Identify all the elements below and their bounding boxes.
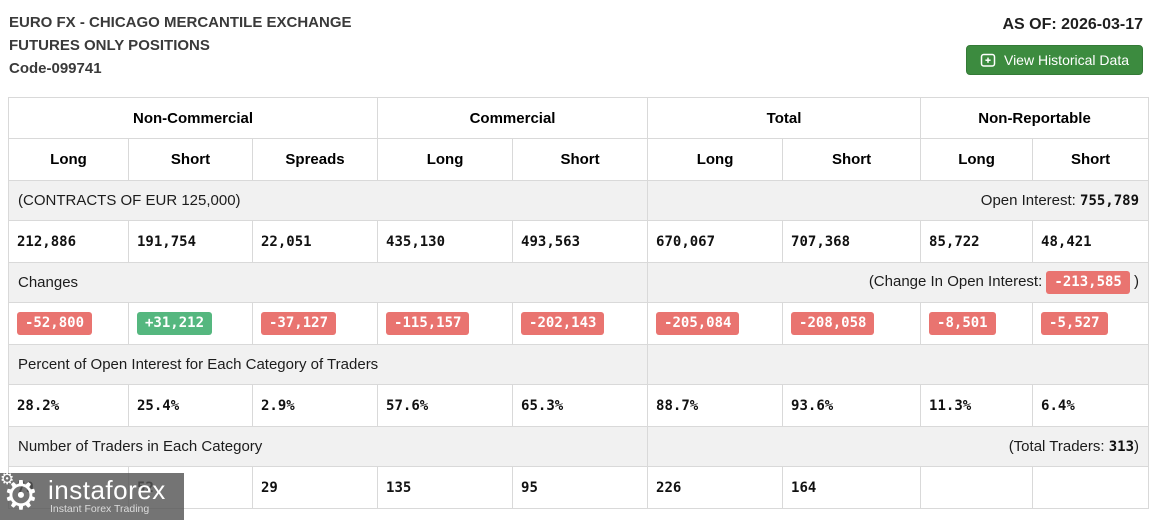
cot-table: Non-Commercial Commercial Total Non-Repo… xyxy=(7,97,1150,509)
group-header-non-reportable: Non-Reportable xyxy=(920,97,1150,139)
column-header: Short xyxy=(1032,138,1150,181)
as-of-date: AS OF: 2026-03-17 xyxy=(1002,16,1143,33)
traders-cell: 164 xyxy=(782,466,922,509)
open-interest-cell: Open Interest: 755,789 xyxy=(647,180,1150,221)
group-header-commercial: Commercial xyxy=(377,97,649,139)
changes-label-cell: Changes xyxy=(7,262,649,303)
change-cell: -115,157 xyxy=(377,302,514,345)
change-cell: +31,212 xyxy=(128,302,253,345)
position-cell: 85,722 xyxy=(920,220,1034,263)
position-cell: 707,368 xyxy=(782,220,922,263)
group-header-non-commercial: Non-Commercial xyxy=(7,97,379,139)
total-traders-value: 313 xyxy=(1108,439,1135,455)
percent-cell: 65.3% xyxy=(512,384,649,427)
change-badge: -37,127 xyxy=(261,312,337,335)
change-cell: -8,501 xyxy=(920,302,1034,345)
traders-label-cell: Number of Traders in Each Category xyxy=(7,426,649,467)
total-traders-cell: (Total Traders: 313) xyxy=(647,426,1150,467)
change-cell: -52,800 xyxy=(8,302,129,345)
contracts-label-cell: (CONTRACTS OF EUR 125,000) xyxy=(7,180,649,221)
change-oi-prefix: (Change In Open Interest: xyxy=(868,273,1047,290)
report-code: Code-099741 xyxy=(9,60,102,77)
change-cell: -205,084 xyxy=(647,302,784,345)
open-interest-label: Open Interest: xyxy=(980,192,1081,209)
column-header: Short xyxy=(782,138,922,181)
report-title-line2: FUTURES ONLY POSITIONS xyxy=(9,37,210,54)
watermark-tagline: Instant Forex Trading xyxy=(50,503,150,515)
position-cell: 191,754 xyxy=(128,220,253,263)
report-title-block: EURO FX - CHICAGO MERCANTILE EXCHANGE FU… xyxy=(9,11,352,80)
column-header: Long xyxy=(377,138,514,181)
change-open-interest-cell: (Change In Open Interest: -213,585 ) xyxy=(647,262,1150,303)
traders-cell: 95 xyxy=(512,466,649,509)
instaforex-watermark: ⚙ ⚙ instaforex Instant Forex Trading xyxy=(0,468,184,520)
percent-cell: 25.4% xyxy=(128,384,253,427)
column-header: Long xyxy=(647,138,784,181)
position-cell: 493,563 xyxy=(512,220,649,263)
change-badge: -5,527 xyxy=(1041,312,1108,335)
column-header: Short xyxy=(128,138,253,181)
percent-cell: 6.4% xyxy=(1032,384,1150,427)
change-badge: -115,157 xyxy=(386,312,470,335)
column-header: Long xyxy=(920,138,1034,181)
change-cell: -202,143 xyxy=(512,302,649,345)
change-cell: -5,527 xyxy=(1032,302,1150,345)
change-badge: -8,501 xyxy=(929,312,996,335)
traders-cell: 29 xyxy=(251,466,379,509)
percent-cell: 93.6% xyxy=(782,384,922,427)
change-oi-suffix: ) xyxy=(1129,273,1140,290)
change-badge: +31,212 xyxy=(137,312,213,335)
column-header: Long xyxy=(8,138,129,181)
change-badge: -208,058 xyxy=(791,312,875,335)
gear-icon: ⚙ ⚙ xyxy=(0,468,39,519)
total-traders-suffix: ) xyxy=(1134,438,1140,455)
percent-label-cell: Percent of Open Interest for Each Catego… xyxy=(7,344,649,385)
group-header-total: Total xyxy=(647,97,922,139)
change-cell: -37,127 xyxy=(251,302,379,345)
position-cell: 670,067 xyxy=(647,220,784,263)
change-badge: -202,143 xyxy=(521,312,605,335)
calendar-plus-icon xyxy=(980,53,996,67)
open-interest-value: 755,789 xyxy=(1080,193,1140,209)
header-right-block: AS OF: 2026-03-17 View Historical Data xyxy=(965,16,1143,75)
total-traders-prefix: (Total Traders: xyxy=(1008,438,1109,455)
watermark-brand: instaforex xyxy=(48,475,166,505)
traders-cell xyxy=(920,466,1034,509)
traders-cell: 135 xyxy=(377,466,514,509)
percent-cell: 88.7% xyxy=(647,384,784,427)
report-title-line1: EURO FX - CHICAGO MERCANTILE EXCHANGE xyxy=(9,14,352,31)
change-badge: -52,800 xyxy=(17,312,93,335)
column-header: Spreads xyxy=(251,138,379,181)
position-cell: 48,421 xyxy=(1032,220,1150,263)
position-cell: 212,886 xyxy=(8,220,129,263)
percent-cell: 57.6% xyxy=(377,384,514,427)
percent-cell: 11.3% xyxy=(920,384,1034,427)
traders-cell xyxy=(1032,466,1150,509)
position-cell: 22,051 xyxy=(251,220,379,263)
view-historical-data-label: View Historical Data xyxy=(1003,52,1129,68)
position-cell: 435,130 xyxy=(377,220,514,263)
column-header: Short xyxy=(512,138,649,181)
change-badge: -205,084 xyxy=(656,312,740,335)
percent-cell: 28.2% xyxy=(8,384,129,427)
change-oi-badge: -213,585 xyxy=(1046,271,1130,294)
percent-label-right-cell xyxy=(647,344,1150,385)
change-cell: -208,058 xyxy=(782,302,922,345)
percent-cell: 2.9% xyxy=(251,384,379,427)
view-historical-data-button[interactable]: View Historical Data xyxy=(965,45,1143,75)
traders-cell: 226 xyxy=(647,466,784,509)
